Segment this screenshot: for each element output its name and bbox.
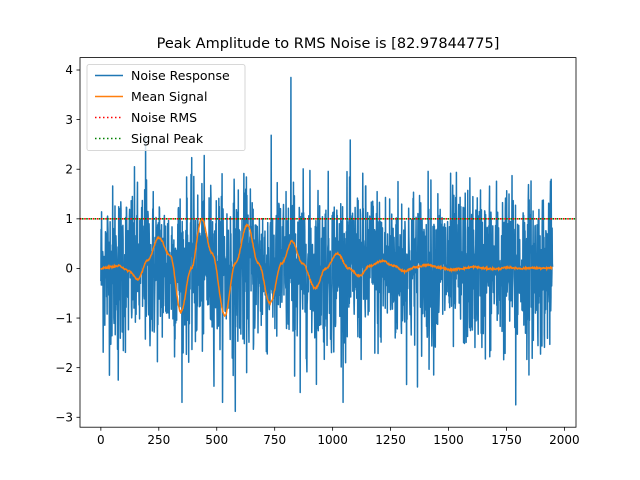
x-tick-label: 2000 bbox=[549, 433, 580, 447]
legend: Noise Response Mean Signal Noise RMS Sig… bbox=[86, 64, 246, 151]
y-tick-label: 0 bbox=[65, 262, 73, 276]
legend-entry-mean-signal: Mean Signal bbox=[95, 89, 207, 104]
legend-entry-signal-peak: Signal Peak bbox=[95, 131, 204, 146]
y-tick-label: 4 bbox=[65, 63, 73, 77]
y-tick-label: 3 bbox=[65, 113, 73, 127]
legend-label-mean-signal: Mean Signal bbox=[131, 89, 207, 104]
legend-entry-noise-response: Noise Response bbox=[95, 68, 230, 83]
axes: 0 250 500 750 1000 1250 1500 1750 2000 −3 −2 −1 0 1 2 3… bbox=[55, 63, 579, 447]
y-tick-label: −3 bbox=[55, 410, 73, 424]
x-tick-label: 1250 bbox=[375, 433, 406, 447]
x-tick-label: 0 bbox=[97, 433, 105, 447]
legend-label-noise-rms: Noise RMS bbox=[131, 110, 197, 125]
series-mean-signal bbox=[100, 217, 553, 318]
legend-entry-noise-rms: Noise RMS bbox=[95, 110, 197, 125]
x-tick-label: 1000 bbox=[317, 433, 348, 447]
legend-label-signal-peak: Signal Peak bbox=[131, 131, 204, 146]
y-tick-label: −2 bbox=[55, 361, 73, 375]
x-tick-label: 1500 bbox=[433, 433, 464, 447]
y-tick-label: 1 bbox=[65, 212, 73, 226]
legend-label-noise-response: Noise Response bbox=[131, 68, 230, 83]
y-tick-label: 2 bbox=[65, 162, 73, 176]
series-noise-response bbox=[100, 76, 554, 413]
plot-frame bbox=[79, 57, 577, 428]
x-tick-label: 250 bbox=[147, 433, 170, 447]
legend-box bbox=[86, 64, 246, 151]
plot-area bbox=[80, 76, 576, 413]
x-tick-label: 1750 bbox=[491, 433, 522, 447]
y-tick-label: −1 bbox=[55, 311, 73, 325]
x-tick-label: 750 bbox=[263, 433, 286, 447]
x-tick-label: 500 bbox=[205, 433, 228, 447]
chart-title: Peak Amplitude to RMS Noise is [82.97844… bbox=[157, 36, 500, 52]
